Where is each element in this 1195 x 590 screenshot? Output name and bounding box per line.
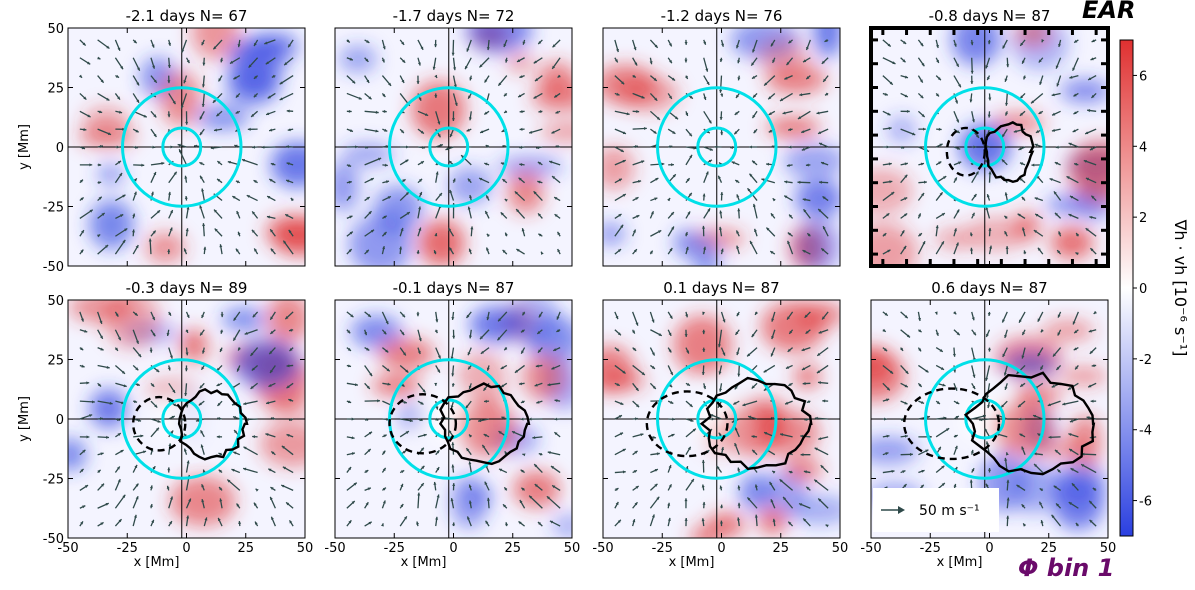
contour-dashed — [388, 393, 458, 455]
y-axis-label: y [Mm] — [17, 124, 32, 170]
velocity-arrows — [346, 39, 561, 255]
velocity-arrows — [346, 311, 561, 527]
x-axis-label: x [Mm] — [401, 555, 447, 570]
x-tick-label: 25 — [504, 541, 521, 556]
panel-title: -0.8 days N= 87 — [929, 7, 1051, 25]
ring-outer — [388, 86, 510, 208]
x-tick-label: -50 — [592, 541, 613, 556]
panel-1: -2.1 days N= 67 -50 -25 0 25 50 y [Mm] — [17, 7, 306, 275]
x-tick-label: 0 — [717, 541, 725, 556]
velocity-arrows — [614, 311, 829, 528]
panel-2: -1.7 days N= 72 — [334, 7, 573, 267]
colorbar-label: ∇h · vh [10⁻⁶ s⁻¹] — [1171, 219, 1190, 357]
y-tick-label: 50 — [47, 22, 64, 37]
y-axis-label: y [Mm] — [17, 396, 32, 442]
x-tick-label: 0 — [182, 541, 190, 556]
x-tick-label: 0 — [985, 541, 993, 556]
x-tick-label: 50 — [1100, 541, 1117, 556]
contour-solid — [963, 371, 1096, 476]
contour-dashed — [645, 390, 729, 458]
panel-8: 0.6 days N= 87 -50 -25 0 25 50 x [Mm] 50 m s⁻¹ — [860, 279, 1117, 570]
contour-dashed — [902, 387, 1001, 461]
contour-solid — [438, 382, 531, 466]
x-tick-label: 25 — [1040, 541, 1057, 556]
y-tick-label: -50 — [43, 532, 64, 547]
panel-title: 0.1 days N= 87 — [663, 279, 779, 297]
ring-inner — [161, 126, 203, 168]
panel-title: -0.1 days N= 87 — [393, 279, 515, 297]
x-tick-label: -25 — [384, 541, 405, 556]
arrow-key-label: 50 m s⁻¹ — [919, 503, 980, 519]
x-tick-label: -50 — [57, 541, 78, 556]
x-axis-label: x [Mm] — [669, 555, 715, 570]
y-tick-label: 0 — [56, 141, 64, 156]
ring-inner — [964, 126, 1006, 168]
x-tick-label: -25 — [652, 541, 673, 556]
y-tick-label: -25 — [43, 201, 64, 216]
x-tick-label: -50 — [324, 541, 345, 556]
x-tick-label: 25 — [237, 541, 254, 556]
velocity-arrows — [79, 311, 294, 527]
arrow-key: 50 m s⁻¹ — [873, 488, 999, 532]
x-tick-label: -50 — [860, 541, 881, 556]
y-tick-label: 0 — [56, 413, 64, 428]
y-tick-label: 25 — [47, 354, 64, 369]
x-tick-label: 50 — [832, 541, 849, 556]
contour-dashed — [945, 126, 986, 177]
colorbar: -6 -4 -2 0 2 4 6 ∇h · vh [10⁻⁶ s⁻¹] — [1119, 39, 1190, 537]
colorbar-tick-label: 6 — [1139, 69, 1147, 84]
ring-outer — [924, 86, 1046, 208]
panel-3: -1.2 days N= 76 — [602, 7, 841, 267]
colorbar-tick-label: -4 — [1139, 424, 1152, 439]
ring-outer — [388, 358, 510, 480]
ring-outer — [121, 358, 243, 480]
y-tick-label: -25 — [43, 473, 64, 488]
panel-7: 0.1 days N= 87 -50 -25 0 25 50 x [Mm] — [592, 279, 849, 570]
ring-outer — [656, 86, 778, 208]
colorbar-bar — [1119, 39, 1134, 537]
ear-label: EAR — [1082, 0, 1136, 24]
panel-title: -1.7 days N= 72 — [393, 7, 515, 25]
colorbar-tick-label: -6 — [1139, 495, 1152, 510]
x-tick-label: 0 — [449, 541, 457, 556]
heatmap-field — [603, 28, 840, 266]
panel-4: -0.8 days N= 87 — [869, 7, 1110, 268]
y-tick-label: 50 — [47, 294, 64, 309]
contour-solid — [984, 121, 1035, 184]
ring-outer — [656, 358, 778, 480]
x-tick-label: -25 — [920, 541, 941, 556]
panel-5: -0.3 days N= 89 -50 -25 0 25 50 y [Mm] -50 -25 0 2… — [17, 279, 314, 570]
ring-inner — [428, 398, 470, 440]
ring-inner — [696, 126, 738, 168]
x-tick-label: 50 — [297, 541, 314, 556]
panel-6: -0.1 days N= 87 -50 -25 0 25 50 x [Mm] — [324, 279, 581, 570]
colorbar-tick-label: 2 — [1139, 211, 1147, 226]
colorbar-tick-label: 0 — [1139, 282, 1147, 297]
ring-outer — [924, 358, 1046, 480]
velocity-arrows — [614, 39, 829, 255]
heatmap-field — [335, 28, 572, 266]
phi-bin-label: Φ bin 1 — [1018, 554, 1115, 582]
x-tick-label: -25 — [117, 541, 138, 556]
x-tick-label: 25 — [772, 541, 789, 556]
y-tick-label: 25 — [47, 82, 64, 97]
ring-inner — [428, 126, 470, 168]
colorbar-tick-label: -2 — [1139, 353, 1152, 368]
contour-solid — [177, 387, 249, 461]
panel-title: -2.1 days N= 67 — [126, 7, 248, 25]
ring-outer — [121, 86, 243, 208]
x-tick-label: 50 — [564, 541, 581, 556]
x-axis-label: x [Mm] — [134, 555, 180, 570]
ring-inner — [696, 398, 738, 440]
x-axis-label: x [Mm] — [937, 555, 983, 570]
panel-title: -1.2 days N= 76 — [661, 7, 783, 25]
colorbar-tick-label: 4 — [1139, 140, 1147, 155]
contour-dashed — [131, 395, 187, 452]
panel-title: 0.6 days N= 87 — [931, 279, 1047, 297]
contour-solid — [699, 376, 813, 471]
y-tick-label: -50 — [43, 260, 64, 275]
panel-title: -0.3 days N= 89 — [126, 279, 248, 297]
